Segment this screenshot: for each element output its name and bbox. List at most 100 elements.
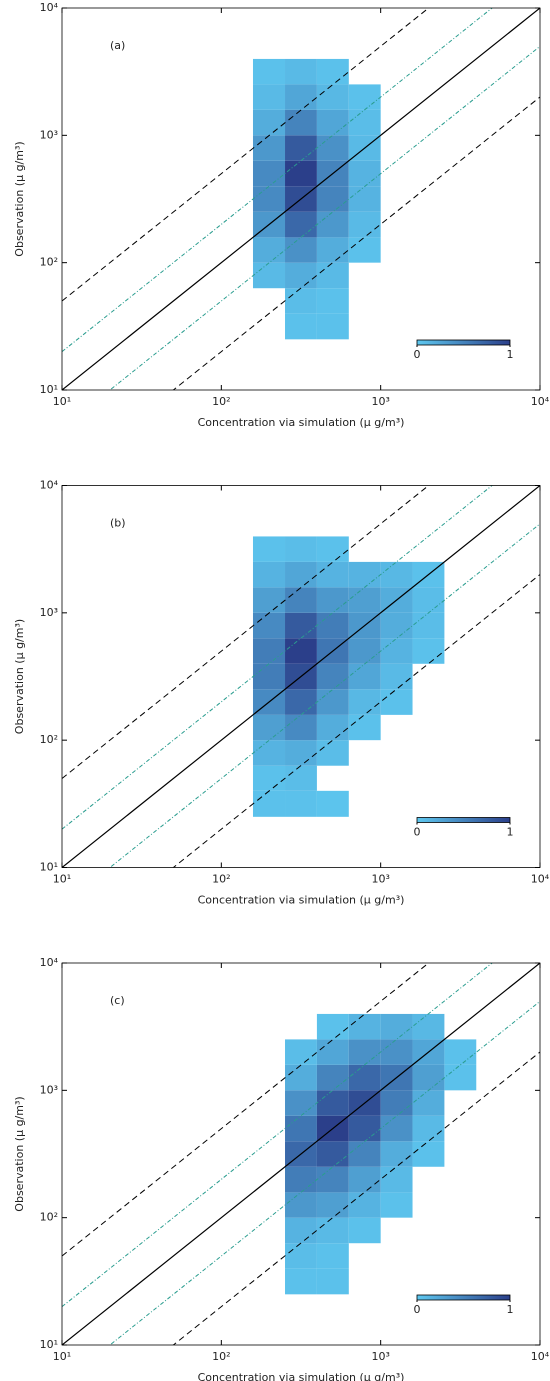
colorbar-tick-label: 1 <box>507 826 514 839</box>
density-cell <box>285 765 317 791</box>
density-cell <box>285 689 317 715</box>
density-cell <box>316 1090 349 1116</box>
panel: 10¹ 10² 10³ 10⁴ 10¹ 10² 10³ 10⁴ Concentration vi… <box>13 1 550 429</box>
reference-line <box>62 963 540 1345</box>
y-axis-label: Observation (μ g/m³) <box>13 1096 26 1211</box>
density-cell <box>252 58 286 85</box>
y-axis-label: Observation (μ g/m³) <box>13 619 26 734</box>
density-cell <box>316 561 349 588</box>
density-cell <box>348 1192 381 1218</box>
density-cell <box>380 561 413 588</box>
density-cell <box>252 790 286 817</box>
x-tick-label: 10² <box>212 395 230 408</box>
density-cell <box>316 313 349 340</box>
density-cell <box>285 638 317 664</box>
density-cell <box>412 1013 445 1040</box>
x-axis-label: Concentration via simulation (μ g/m³) <box>198 416 405 429</box>
x-tick-label: 10⁴ <box>531 873 550 886</box>
y-tick-label: 10² <box>40 256 58 269</box>
density-cell <box>316 740 349 766</box>
density-cell <box>348 1166 381 1193</box>
panel: 10¹ 10² 10³ 10⁴ 10¹ 10² 10³ 10⁴ Concentration vi… <box>13 479 550 907</box>
reference-line <box>62 8 540 390</box>
density-cell <box>252 262 286 289</box>
y-tick-label: 10¹ <box>40 861 58 874</box>
density-cell <box>285 237 317 263</box>
density-cell <box>285 536 317 562</box>
x-tick-label: 10⁴ <box>531 395 550 408</box>
density-cell <box>348 160 381 187</box>
density-cell <box>316 58 349 85</box>
density-cell <box>285 109 317 136</box>
density-cell <box>285 135 317 161</box>
colorbar-tick-label: 0 <box>414 1303 421 1316</box>
density-cell <box>285 58 317 85</box>
density-cell <box>285 1217 317 1244</box>
density-cell <box>285 1064 317 1091</box>
y-tick-label: 10³ <box>40 606 58 619</box>
density-cell <box>348 237 381 263</box>
density-cell <box>316 262 349 289</box>
density-cell <box>316 612 349 639</box>
density-cell <box>412 1064 445 1091</box>
density-cell <box>444 1039 477 1065</box>
density-cell <box>348 663 381 690</box>
x-tick-label: 10² <box>212 873 230 886</box>
y-tick-label: 10² <box>40 1211 58 1224</box>
density-cell <box>252 587 286 613</box>
density-cell <box>316 135 349 161</box>
reference-line <box>62 8 493 353</box>
density-cell <box>412 1141 445 1167</box>
colorbar <box>416 817 511 823</box>
density-cell <box>285 313 317 340</box>
density-cell <box>348 689 381 715</box>
density-cell <box>285 1192 317 1218</box>
density-cell <box>316 109 349 136</box>
reference-line <box>109 1000 540 1345</box>
density-cell <box>285 612 317 639</box>
density-cell <box>252 740 286 766</box>
density-cell <box>348 211 381 238</box>
reference-line <box>62 485 430 779</box>
density-cell <box>316 587 349 613</box>
density-cell <box>285 211 317 238</box>
density-cell <box>348 638 381 664</box>
panel-label: (c) <box>110 994 125 1007</box>
density-cell <box>252 765 286 791</box>
density-cell <box>252 237 286 263</box>
reference-line <box>172 574 540 868</box>
plot-area <box>62 485 540 868</box>
x-tick-label: 10¹ <box>53 395 71 408</box>
reference-line <box>62 8 430 302</box>
axis-box <box>61 962 541 1346</box>
density-cell <box>316 84 349 110</box>
density-cell <box>285 790 317 817</box>
plot-area <box>62 8 540 390</box>
density-cell <box>316 1243 349 1269</box>
density-cell <box>316 1166 349 1193</box>
density-cell <box>285 714 317 741</box>
y-tick-label: 10² <box>40 733 58 746</box>
density-cell <box>316 1217 349 1244</box>
density-cell <box>348 84 381 110</box>
density-cell <box>316 790 349 817</box>
density-cell <box>316 714 349 741</box>
density-cell <box>380 1115 413 1142</box>
panel: 10¹ 10² 10³ 10⁴ 10¹ 10² 10³ 10⁴ Concentration vi… <box>13 956 550 1381</box>
axis-box <box>61 7 541 391</box>
density-cell <box>380 1013 413 1040</box>
density-cell <box>348 1039 381 1065</box>
density-cell <box>316 186 349 212</box>
density-cell <box>285 1090 317 1116</box>
density-cell <box>412 1115 445 1142</box>
x-axis-label: Concentration via simulation (μ g/m³) <box>198 894 405 907</box>
density-cell <box>380 1090 413 1116</box>
reference-line <box>109 523 540 868</box>
density-cell <box>316 1039 349 1065</box>
colorbar <box>416 1294 511 1301</box>
density-cell <box>285 1115 317 1142</box>
density-cell <box>348 714 381 741</box>
density-cell <box>316 1268 349 1295</box>
density-cell <box>316 663 349 690</box>
